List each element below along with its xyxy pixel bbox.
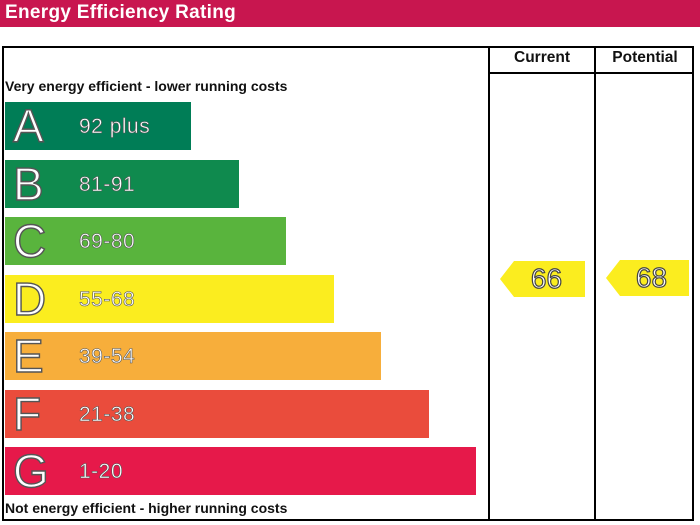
column-header-divider xyxy=(490,72,694,74)
band-letter: D xyxy=(12,272,47,325)
potential-column-header: Potential xyxy=(612,49,678,66)
top-caption: Very energy efficient - lower running co… xyxy=(5,78,288,94)
band-b: B 81-91 xyxy=(5,157,239,210)
current-rating-value: 66 xyxy=(530,262,563,294)
band-range-label: 21-38 xyxy=(79,402,136,426)
potential-rating-arrow: 68 xyxy=(606,259,689,296)
current-arrow-shape xyxy=(500,260,585,297)
band-range-label: 81-91 xyxy=(79,172,136,196)
band-range-label: 69-80 xyxy=(79,230,136,254)
potential-rating-value: 68 xyxy=(635,261,668,293)
band-letter: A xyxy=(12,100,44,152)
current-column-divider xyxy=(488,46,490,521)
chart-title: Energy Efficiency Rating xyxy=(5,2,237,23)
band-range-label: 39-54 xyxy=(79,345,136,369)
band-range-label: 55-68 xyxy=(79,287,136,311)
potential-arrow-shape xyxy=(606,259,689,296)
band-f: F 21-38 xyxy=(5,387,429,440)
band-letter: G xyxy=(12,445,49,497)
band-letter: F xyxy=(12,387,42,440)
bottom-caption: Not energy efficient - higher running co… xyxy=(5,500,288,516)
header-bar: Energy Efficiency Rating xyxy=(0,0,700,27)
band-c: C 69-80 xyxy=(5,215,286,267)
band-a: A 92 plus xyxy=(5,100,191,152)
band-e: E 39-54 xyxy=(5,330,381,382)
band-range-label: 1-20 xyxy=(79,460,124,484)
band-letter: E xyxy=(12,330,44,382)
potential-column-divider xyxy=(594,46,596,521)
current-rating-arrow: 66 xyxy=(500,260,585,297)
band-range-label: 92 plus xyxy=(79,115,151,139)
band-d: D 55-68 xyxy=(5,272,334,325)
current-column-header: Current xyxy=(514,49,570,66)
band-letter: C xyxy=(12,215,47,267)
chart-frame xyxy=(2,46,694,521)
band-g: G 1-20 xyxy=(5,445,476,497)
band-letter: B xyxy=(12,157,44,210)
